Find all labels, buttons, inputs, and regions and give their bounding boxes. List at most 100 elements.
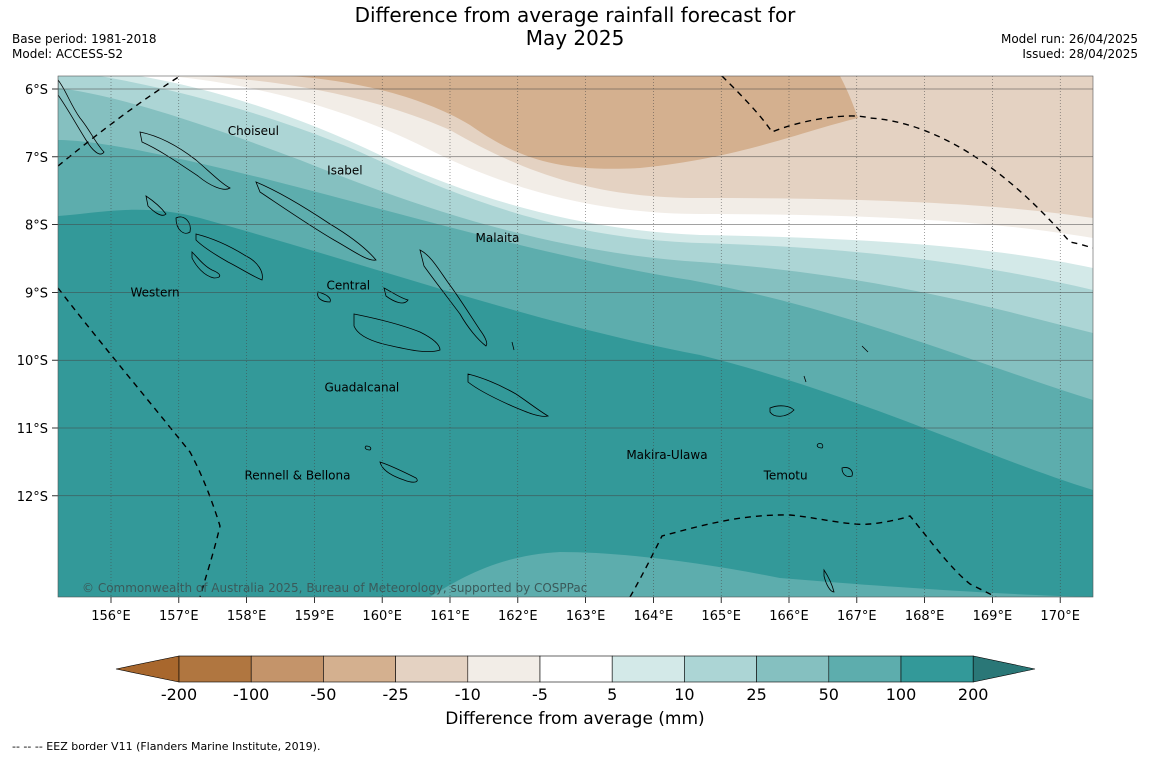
latitude-labels: 6°S 7°S 8°S 9°S 10°S 11°S 12°S bbox=[17, 83, 48, 505]
province-label: Isabel bbox=[327, 163, 362, 177]
colorbar-cells bbox=[115, 655, 1036, 683]
colorbar-tick-label: 5 bbox=[607, 685, 617, 704]
copyright-notice: © Commonwealth of Australia 2025, Bureau… bbox=[82, 581, 587, 595]
colorbar-cell bbox=[828, 655, 902, 683]
lat-label: 9°S bbox=[25, 286, 48, 301]
lat-label: 7°S bbox=[25, 151, 48, 166]
map-grid bbox=[58, 76, 1093, 597]
colorbar-cell bbox=[756, 655, 830, 683]
rainfall-map: 6°S 7°S 8°S 9°S 10°S 11°S 12°S 156°E 157°E 158°E… bbox=[17, 75, 1094, 624]
colorbar-cell bbox=[900, 655, 974, 683]
lon-label: 162°E bbox=[498, 609, 538, 624]
bougainville-island bbox=[58, 79, 105, 155]
nendo-island bbox=[769, 405, 795, 417]
vanikoro-island bbox=[841, 467, 853, 477]
issued-date: Issued: 28/04/2025 bbox=[1022, 47, 1138, 61]
lon-label: 167°E bbox=[837, 609, 877, 624]
meta-left: Base period: 1981-2018 Model: ACCESS-S2 bbox=[12, 32, 157, 62]
province-label: Central bbox=[326, 279, 370, 293]
colorbar-cell bbox=[323, 655, 396, 683]
lon-label: 156°E bbox=[91, 609, 131, 624]
lat-label: 8°S bbox=[25, 219, 48, 234]
eez-border-northeast bbox=[721, 76, 1093, 249]
province-label: Western bbox=[130, 285, 179, 299]
bellona-island bbox=[364, 445, 372, 451]
lon-label: 160°E bbox=[362, 609, 402, 624]
title-line-1: Difference from average rainfall forecas… bbox=[354, 3, 796, 27]
colorbar-tick-label: -25 bbox=[383, 685, 409, 704]
new-georgia-island bbox=[195, 233, 263, 281]
utupua-island bbox=[816, 443, 824, 449]
lon-label: 164°E bbox=[634, 609, 674, 624]
lon-label: 157°E bbox=[159, 609, 199, 624]
colorbar-ticks: -200 -100 -50 -25 -10 -5 5 10 25 50 100 200 bbox=[161, 685, 989, 704]
colorbar-tick-label: 100 bbox=[886, 685, 917, 704]
colorbar-tick-label: 25 bbox=[746, 685, 766, 704]
province-label: Choiseul bbox=[228, 124, 279, 138]
reef-islands bbox=[861, 345, 869, 353]
colorbar-tick-label: 200 bbox=[958, 685, 989, 704]
lon-label: 169°E bbox=[973, 609, 1013, 624]
colorbar-tick-label: -5 bbox=[532, 685, 548, 704]
title-line-2: May 2025 bbox=[525, 26, 625, 50]
colorbar-tick-label: 10 bbox=[674, 685, 694, 704]
eez-border-southeast bbox=[629, 514, 997, 597]
colorbar-cell bbox=[539, 655, 613, 683]
russell-islands bbox=[317, 291, 331, 303]
colorbar-label: Difference from average (mm) bbox=[445, 709, 705, 729]
colorbar-tick-label: -50 bbox=[310, 685, 336, 704]
longitude-labels: 156°E 157°E 158°E 159°E 160°E 161°E 162°E 163°E… bbox=[91, 609, 1080, 624]
model-name: Model: ACCESS-S2 bbox=[12, 47, 124, 61]
province-label: Rennell & Bellona bbox=[244, 468, 350, 482]
lat-label: 10°S bbox=[17, 354, 48, 369]
meta-right: Model run: 26/04/2025 Issued: 28/04/2025 bbox=[1001, 32, 1138, 62]
band-south-patch bbox=[430, 552, 1093, 597]
duff-islets bbox=[803, 375, 807, 383]
banks-islands bbox=[823, 568, 835, 593]
chart-title: Difference from average rainfall forecas… bbox=[0, 4, 1150, 50]
province-label: Guadalcanal bbox=[324, 380, 399, 394]
choiseul-island bbox=[139, 131, 231, 190]
malaita-island bbox=[419, 249, 488, 347]
lat-label: 11°S bbox=[17, 422, 48, 437]
colorbar-cell bbox=[467, 655, 541, 683]
sikaiana-islet bbox=[511, 341, 515, 351]
band-minus50-to-minus25 bbox=[290, 76, 858, 169]
coastlines bbox=[58, 79, 869, 593]
lon-label: 158°E bbox=[227, 609, 267, 624]
province-label: Temotu bbox=[763, 468, 808, 482]
eez-border-southwest bbox=[58, 287, 221, 597]
colorbar-tick-label: 50 bbox=[819, 685, 839, 704]
colorbar-extend-low bbox=[115, 655, 180, 683]
lon-label: 161°E bbox=[430, 609, 470, 624]
colorbar-cell bbox=[250, 655, 324, 683]
map-ticks bbox=[52, 88, 1061, 603]
colorbar-tick-label: -10 bbox=[455, 685, 481, 704]
rennell-island bbox=[379, 461, 418, 483]
province-label: Malaita bbox=[476, 231, 520, 245]
map-frame bbox=[57, 75, 1094, 598]
lon-label: 166°E bbox=[769, 609, 809, 624]
colorbar-cell bbox=[178, 655, 252, 683]
kolombangara-island bbox=[175, 216, 191, 234]
lon-label: 159°E bbox=[295, 609, 335, 624]
eez-legend-note: -- -- -- EEZ border V11 (Flanders Marine… bbox=[12, 740, 321, 753]
rainfall-bands bbox=[58, 76, 1093, 597]
base-period: Base period: 1981-2018 bbox=[12, 32, 157, 46]
colorbar-extend-high bbox=[972, 655, 1036, 683]
colorbar-tick-label: -100 bbox=[233, 685, 269, 704]
colorbar-cell bbox=[684, 655, 757, 683]
guadalcanal-island bbox=[353, 313, 441, 353]
lat-label: 6°S bbox=[25, 83, 48, 98]
vella-lavella-island bbox=[145, 195, 167, 216]
lon-label: 170°E bbox=[1040, 609, 1080, 624]
province-label: Makira-Ulawa bbox=[626, 448, 707, 462]
colorbar-tick-label: -200 bbox=[161, 685, 197, 704]
model-run-date: Model run: 26/04/2025 bbox=[1000, 32, 1138, 46]
isabel-island bbox=[255, 181, 377, 261]
lon-label: 165°E bbox=[701, 609, 741, 624]
makira-island bbox=[467, 373, 550, 417]
colorbar-cell bbox=[611, 655, 685, 683]
rendova-island bbox=[191, 251, 221, 279]
